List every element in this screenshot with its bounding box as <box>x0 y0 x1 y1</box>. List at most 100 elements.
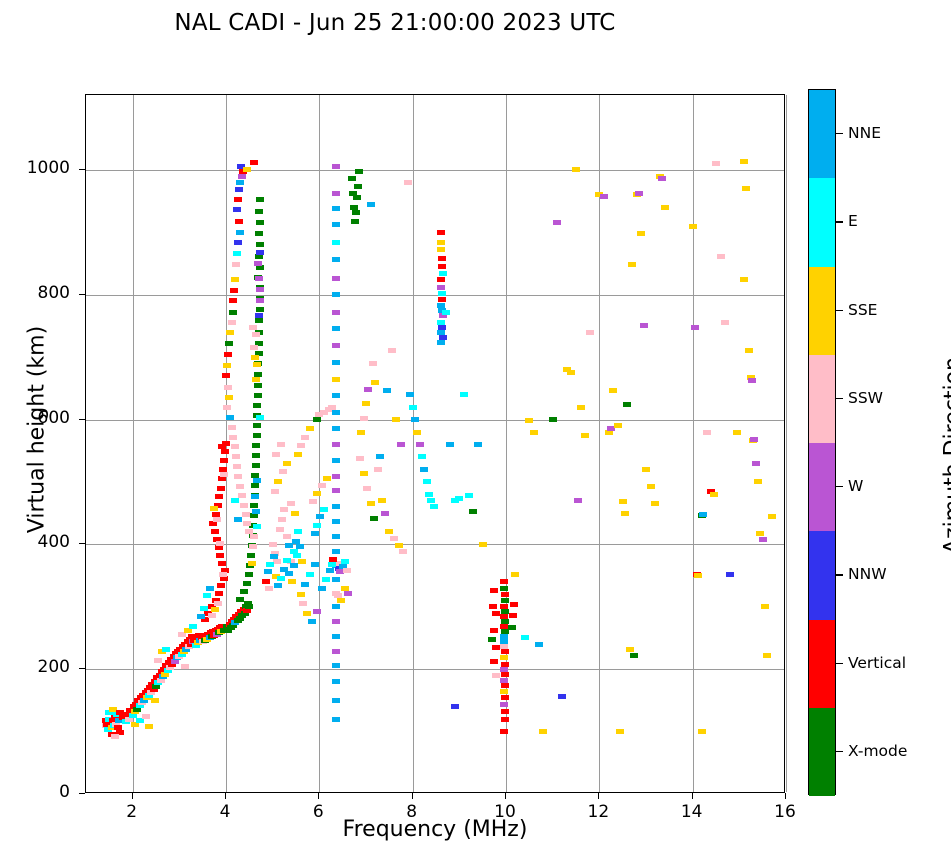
data-marker <box>359 470 368 476</box>
data-marker <box>436 229 445 235</box>
data-marker <box>231 277 240 283</box>
data-marker <box>425 491 433 497</box>
data-marker <box>133 706 142 712</box>
data-marker <box>490 659 499 665</box>
data-marker <box>380 510 389 516</box>
y-tick <box>79 168 85 170</box>
data-marker <box>227 424 236 430</box>
data-marker <box>301 581 310 587</box>
data-marker <box>255 414 264 420</box>
data-marker <box>221 449 230 455</box>
data-marker <box>250 473 259 479</box>
data-marker <box>248 560 257 566</box>
data-marker <box>562 367 571 373</box>
data-marker <box>105 710 114 716</box>
data-marker <box>242 580 251 586</box>
data-marker <box>712 161 720 167</box>
data-marker <box>298 600 307 606</box>
data-marker <box>253 372 262 378</box>
data-marker <box>218 475 227 481</box>
data-marker <box>595 192 604 198</box>
data-marker <box>336 598 345 604</box>
data-marker <box>252 524 261 530</box>
data-marker <box>331 442 340 447</box>
data-marker <box>362 401 370 407</box>
data-marker <box>442 309 451 315</box>
data-marker <box>231 620 240 626</box>
data-marker <box>740 158 748 164</box>
data-marker <box>219 571 228 577</box>
x-tick <box>225 793 226 799</box>
data-marker <box>216 540 225 546</box>
data-marker <box>110 714 119 720</box>
data-marker <box>251 332 260 338</box>
colorbar-segment-nne <box>809 90 835 179</box>
data-marker <box>251 463 260 469</box>
data-marker <box>233 207 242 213</box>
data-marker <box>145 692 153 698</box>
data-marker <box>567 369 576 375</box>
data-marker <box>341 559 349 565</box>
data-marker <box>235 218 244 224</box>
grid-line-vertical <box>132 95 134 792</box>
grid-line-vertical <box>412 95 414 792</box>
data-marker <box>763 652 772 658</box>
data-marker <box>274 583 283 589</box>
data-marker <box>510 601 519 607</box>
grid-line-horizontal <box>86 419 784 421</box>
data-marker <box>255 287 264 293</box>
data-marker <box>748 378 757 384</box>
data-marker <box>275 526 284 532</box>
data-marker <box>224 340 233 346</box>
data-marker <box>469 509 478 515</box>
data-marker <box>499 729 508 735</box>
grid-line-horizontal <box>86 294 784 296</box>
data-marker <box>180 664 189 670</box>
data-marker <box>635 191 643 197</box>
data-marker <box>220 458 229 464</box>
data-marker <box>236 163 245 169</box>
data-marker <box>184 644 193 650</box>
data-marker <box>161 671 170 677</box>
data-marker <box>344 590 353 596</box>
data-marker <box>268 541 277 547</box>
data-marker <box>642 466 650 472</box>
data-marker <box>306 571 314 577</box>
data-marker <box>637 231 646 237</box>
data-marker <box>525 418 534 424</box>
data-marker <box>215 590 223 596</box>
data-marker <box>329 556 338 562</box>
data-marker <box>254 313 263 319</box>
data-marker <box>491 672 500 678</box>
data-marker <box>214 544 223 550</box>
data-marker <box>373 466 382 472</box>
data-marker <box>630 652 639 658</box>
data-marker <box>236 596 244 602</box>
data-marker <box>182 646 191 652</box>
data-marker <box>623 402 632 408</box>
data-marker <box>328 404 337 410</box>
data-marker <box>758 536 767 542</box>
data-marker <box>768 514 776 520</box>
colorbar-tick <box>836 574 843 576</box>
data-marker <box>501 619 510 625</box>
data-marker <box>499 579 508 585</box>
data-marker <box>499 624 508 630</box>
data-marker <box>334 560 342 566</box>
data-marker <box>232 262 241 268</box>
data-marker <box>296 443 305 449</box>
data-marker <box>282 534 291 540</box>
data-marker <box>576 404 585 410</box>
data-marker <box>331 409 340 415</box>
data-marker <box>369 360 377 366</box>
x-tick <box>785 793 786 799</box>
data-marker <box>115 730 124 736</box>
data-marker <box>237 173 246 179</box>
data-marker <box>614 423 622 429</box>
data-marker <box>141 714 150 720</box>
data-marker <box>135 702 144 708</box>
data-marker <box>348 191 357 197</box>
data-marker <box>691 324 699 330</box>
data-marker <box>251 443 260 449</box>
y-tick-label: 800 <box>37 282 70 303</box>
